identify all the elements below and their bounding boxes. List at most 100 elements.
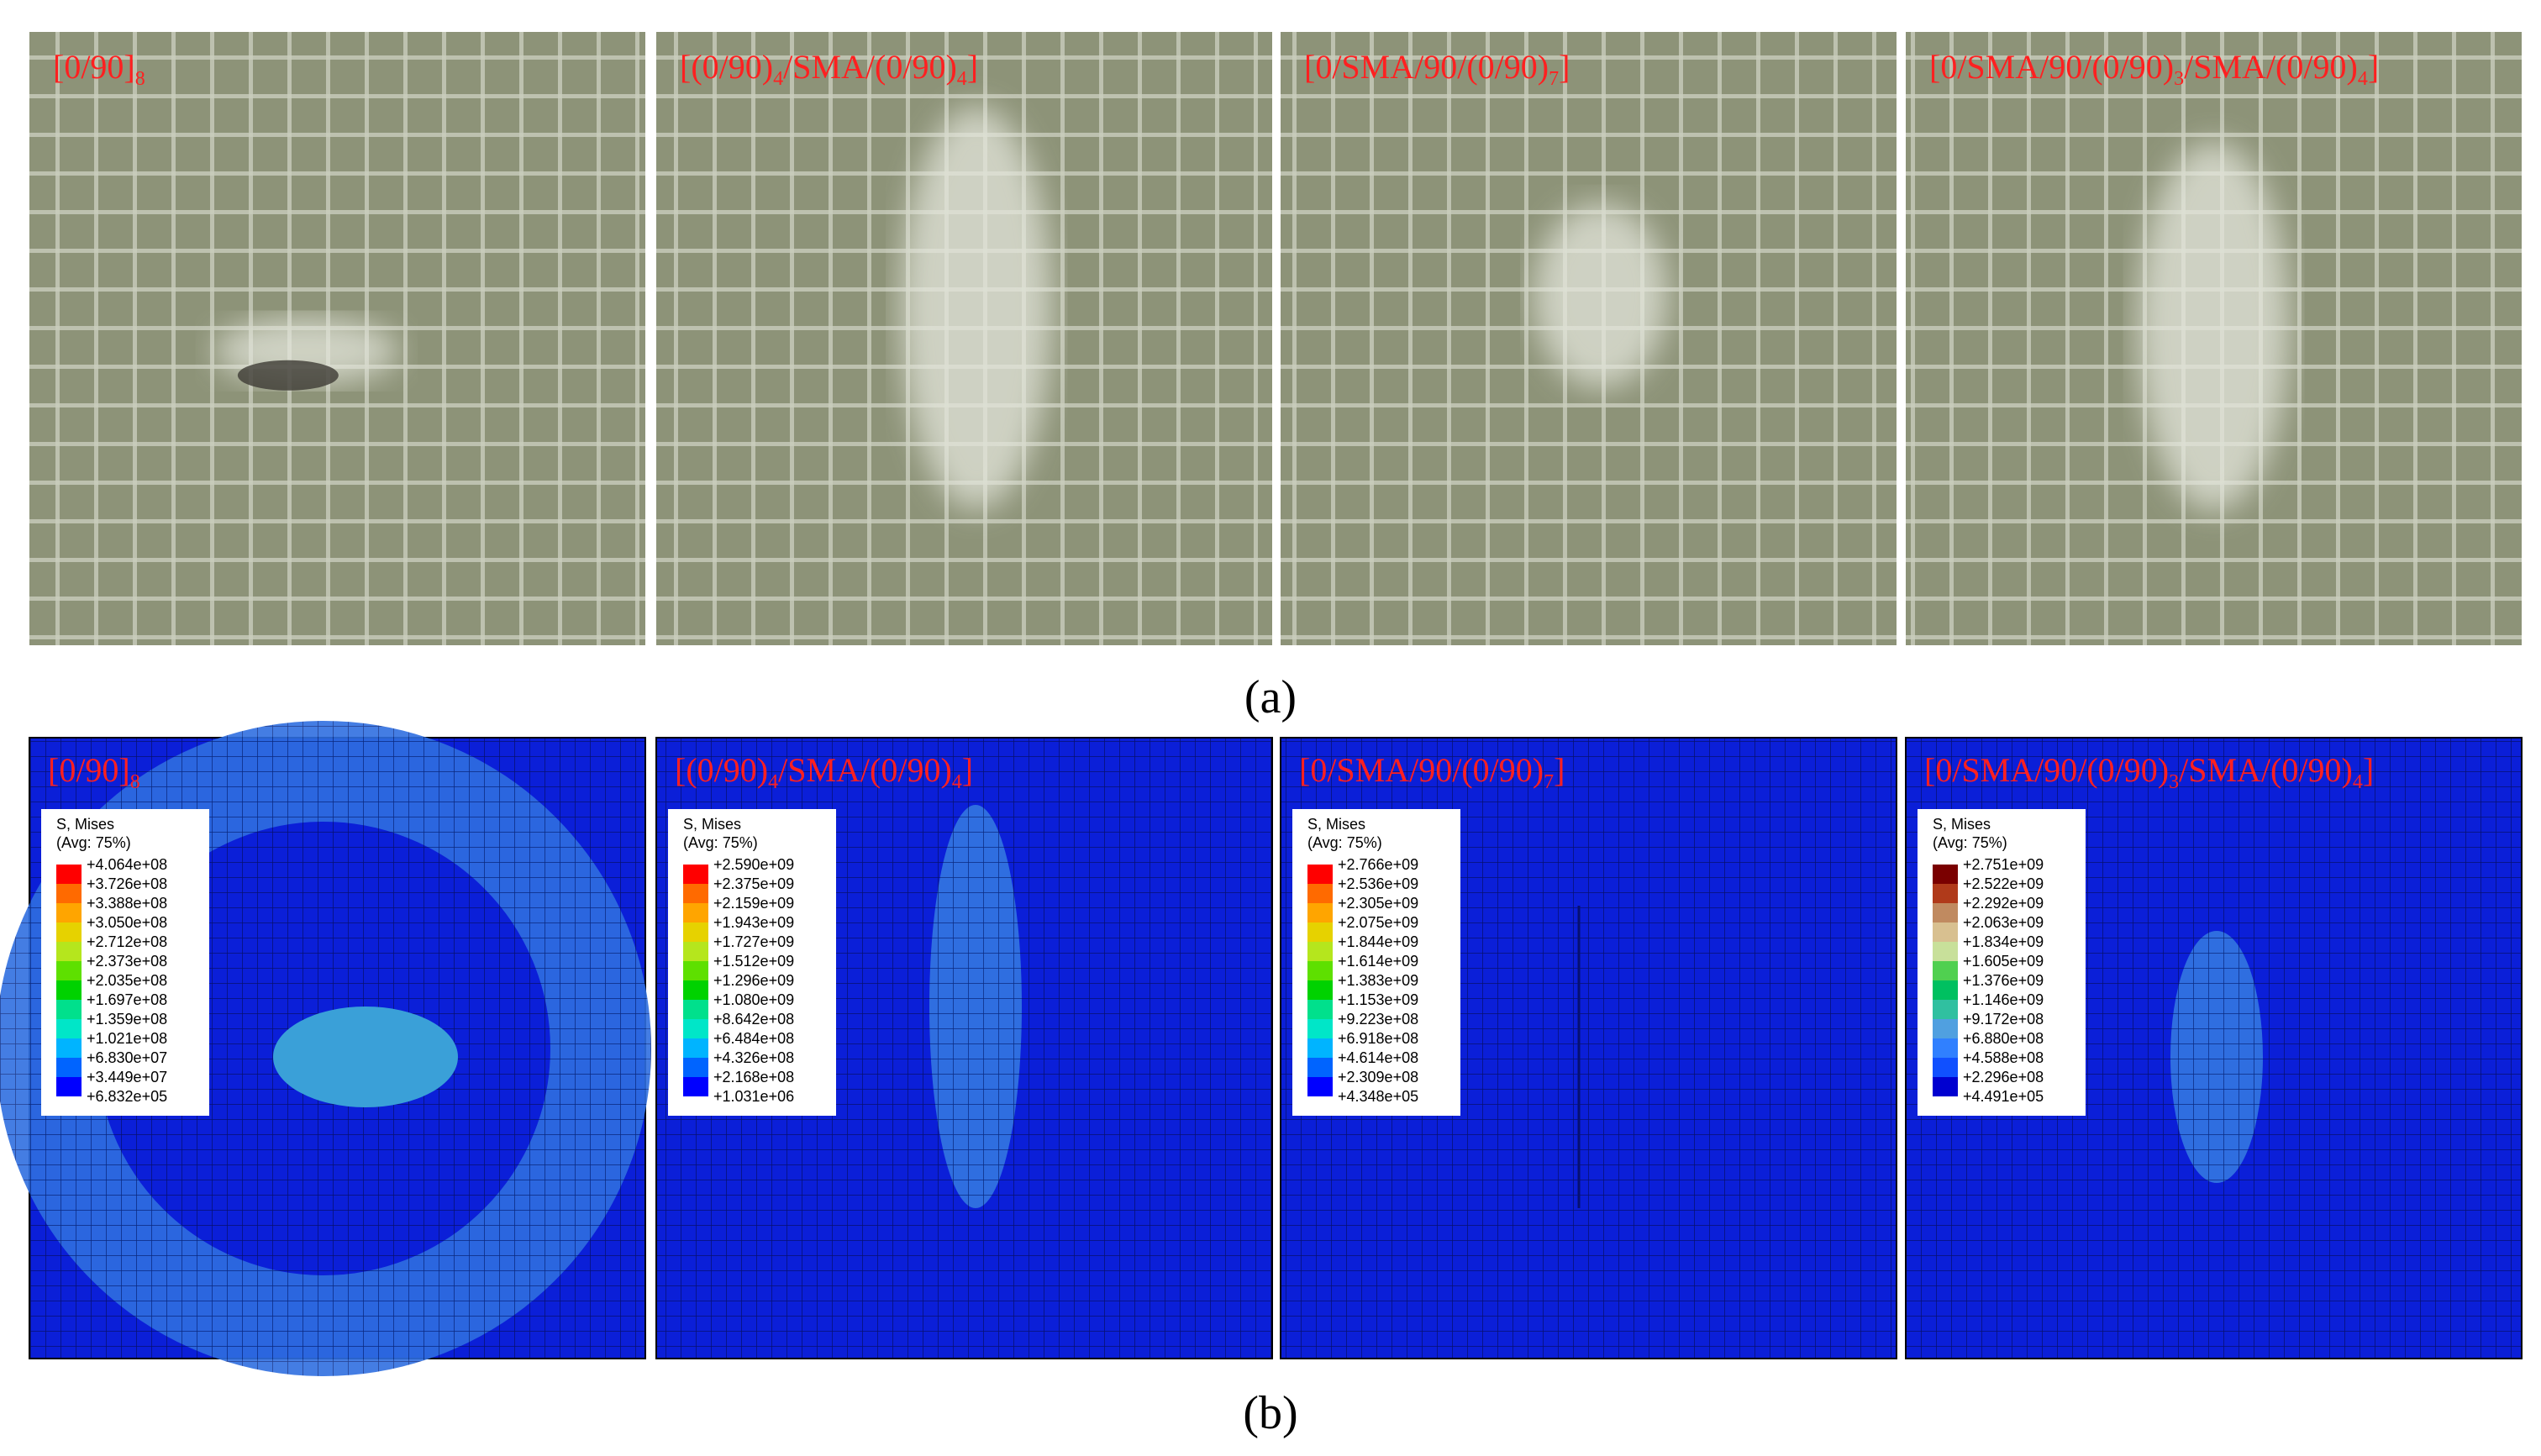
legend-value: +4.348e+05	[1338, 1088, 1418, 1105]
legend-value: +4.064e+08	[87, 856, 167, 873]
legend-swatch	[56, 1000, 82, 1019]
legend-value: +2.159e+09	[713, 895, 794, 912]
legend-swatch	[1933, 903, 1958, 922]
legend-value: +2.075e+09	[1338, 914, 1418, 931]
label-text: /SMA/(0/90)	[783, 48, 957, 86]
legend-swatch	[1933, 961, 1958, 980]
label-text: ]	[1554, 751, 1565, 789]
legend-subtitle: (Avg: 75%)	[1307, 834, 1382, 851]
subscript: 8	[130, 771, 140, 793]
legend-value: +6.484e+08	[713, 1030, 794, 1047]
legend-title: S, Mises	[683, 816, 741, 833]
legend-subtitle: (Avg: 75%)	[683, 834, 758, 851]
legend-value: +2.766e+09	[1338, 856, 1418, 873]
legend-value: +8.642e+08	[713, 1011, 794, 1028]
label-text: [0/SMA/90/(0/90)	[1299, 751, 1544, 789]
legend-subtitle: (Avg: 75%)	[56, 834, 131, 851]
legend-swatch	[56, 1019, 82, 1038]
subscript: 7	[1549, 68, 1559, 90]
legend-swatch	[1933, 922, 1958, 942]
legend-value: +1.512e+09	[713, 953, 794, 970]
stress-zone	[2170, 931, 2263, 1183]
legend-swatch	[1307, 922, 1333, 942]
panel-label: [0/SMA/90/(0/90)7]	[1304, 48, 1570, 90]
label-text: ]	[2363, 751, 2374, 789]
legend-swatch	[683, 942, 708, 961]
label-text: [0/SMA/90/(0/90)	[1304, 48, 1549, 86]
subscript: 4	[952, 771, 962, 793]
panel-label: [0/90]8	[48, 751, 140, 793]
legend-value: +1.605e+09	[1963, 953, 2044, 970]
legend-swatch	[56, 1038, 82, 1058]
dent	[237, 360, 339, 391]
legend-swatch	[1307, 884, 1333, 903]
legend-value: +1.146e+09	[1963, 991, 2044, 1008]
legend-value: +1.844e+09	[1338, 933, 1418, 950]
label-text: ]	[2368, 48, 2379, 86]
legend-value: +1.943e+09	[713, 914, 794, 931]
legend-value: +1.697e+08	[87, 991, 167, 1008]
legend-value: +2.522e+09	[1963, 875, 2044, 892]
label-text: [0/SMA/90/(0/90)	[1929, 48, 2174, 86]
legend-swatch	[683, 961, 708, 980]
panel-caption: (b)	[1243, 1387, 1297, 1439]
label-text: ]	[967, 48, 978, 86]
subscript: 7	[1544, 771, 1554, 793]
legend-value: +4.491e+05	[1963, 1088, 2044, 1105]
legend-value: +2.590e+09	[713, 856, 794, 873]
legend-swatch	[56, 922, 82, 942]
legend-swatch	[1933, 865, 1958, 884]
legend-value: +4.588e+08	[1963, 1049, 2044, 1066]
legend-value: +3.449e+07	[87, 1069, 167, 1085]
legend-swatch	[683, 922, 708, 942]
legend-value: +1.080e+09	[713, 991, 794, 1008]
panel-label: [(0/90)4/SMA/(0/90)4]	[680, 48, 978, 90]
legend-swatch	[56, 903, 82, 922]
legend-swatch	[56, 865, 82, 884]
legend-swatch	[683, 1077, 708, 1096]
legend-value: +1.834e+09	[1963, 933, 2044, 950]
stress-core	[273, 1007, 458, 1107]
legend-swatch	[683, 865, 708, 884]
legend-swatch	[1933, 1077, 1958, 1096]
legend-swatch	[1307, 865, 1333, 884]
legend-value: +1.021e+08	[87, 1030, 167, 1047]
legend-value: +6.832e+05	[87, 1088, 167, 1105]
damage-zone	[1534, 202, 1669, 388]
panel-label: [(0/90)4/SMA/(0/90)4]	[675, 751, 973, 793]
label-text: [0/90]	[48, 751, 130, 789]
legend-value: +2.712e+08	[87, 933, 167, 950]
legend-title: S, Mises	[1933, 816, 1991, 833]
legend-value: +6.880e+08	[1963, 1030, 2044, 1047]
legend-value: +9.172e+08	[1963, 1011, 2044, 1028]
legend-value: +3.726e+08	[87, 875, 167, 892]
legend-value: +6.830e+07	[87, 1049, 167, 1066]
legend-swatch	[683, 903, 708, 922]
legend-title: S, Mises	[56, 816, 114, 833]
legend-subtitle: (Avg: 75%)	[1933, 834, 2007, 851]
panel-caption: (a)	[1244, 671, 1297, 723]
legend-value: +2.375e+09	[713, 875, 794, 892]
legend-swatch	[1307, 1019, 1333, 1038]
legend-swatch	[1933, 884, 1958, 903]
legend-value: +2.373e+08	[87, 953, 167, 970]
legend-value: +2.309e+08	[1338, 1069, 1418, 1085]
legend-swatch	[56, 884, 82, 903]
legend-value: +1.614e+09	[1338, 953, 1418, 970]
legend-value: +3.388e+08	[87, 895, 167, 912]
damage-zone	[901, 106, 1053, 510]
legend-swatch	[683, 1038, 708, 1058]
legend-swatch	[1307, 903, 1333, 922]
damage-zone	[2138, 141, 2290, 512]
legend-swatch	[56, 1077, 82, 1096]
legend-value: +2.063e+09	[1963, 914, 2044, 931]
legend-swatch	[683, 1019, 708, 1038]
subscript: 8	[135, 68, 145, 90]
legend-value: +3.050e+08	[87, 914, 167, 931]
legend-swatch	[683, 1000, 708, 1019]
legend-value: +4.326e+08	[713, 1049, 794, 1066]
legend-swatch	[683, 1058, 708, 1077]
legend-value: +9.223e+08	[1338, 1011, 1418, 1028]
legend-swatch	[683, 980, 708, 1000]
label-text: /SMA/(0/90)	[2184, 48, 2358, 86]
